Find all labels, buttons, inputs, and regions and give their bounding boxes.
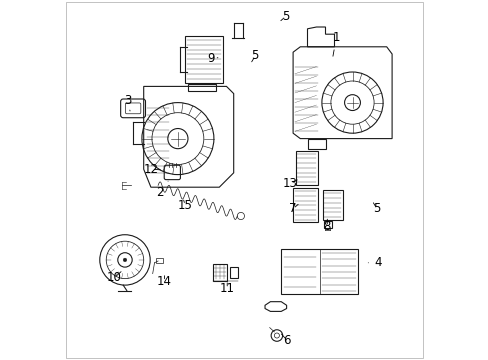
Text: 15: 15 [177,199,192,212]
Bar [292,188,317,222]
Circle shape [123,258,126,262]
Text: 5: 5 [251,49,259,62]
Text: 4: 4 [367,256,381,269]
Bar [230,267,238,278]
Bar [185,36,223,83]
Bar [212,264,227,281]
Text: 5: 5 [280,10,289,23]
Text: 11: 11 [219,282,234,295]
Text: 7: 7 [289,202,298,215]
Bar [323,221,331,228]
Text: 5: 5 [372,202,380,215]
Bar [295,151,317,185]
Bar [322,190,342,220]
Text: 3: 3 [123,94,131,111]
Text: 12: 12 [144,163,160,176]
Text: 13: 13 [283,177,297,190]
Text: 9: 9 [206,52,218,65]
Bar [187,84,216,91]
Text: 14: 14 [157,275,172,288]
Text: 2: 2 [156,181,168,199]
Text: 1: 1 [332,31,339,56]
Text: 10: 10 [106,271,122,284]
Bar [156,258,163,263]
Text: 6: 6 [281,334,290,347]
Bar [280,249,357,294]
Text: 8: 8 [323,219,330,233]
